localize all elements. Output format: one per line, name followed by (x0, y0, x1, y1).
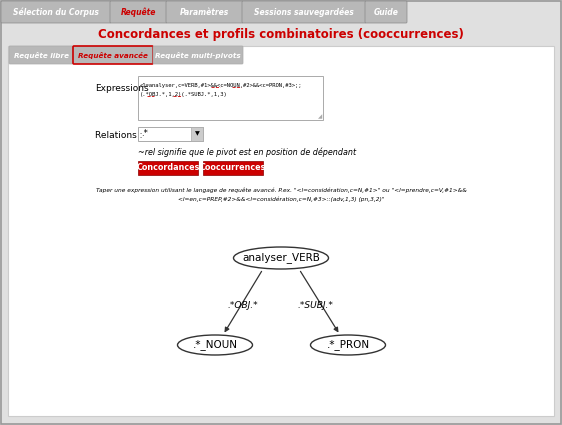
Text: .*: .* (141, 130, 148, 139)
Text: .*OBJ.*: .*OBJ.* (228, 300, 259, 309)
Text: <1=analyser,c=VERB,#1>&&<c=NOUN,#2>&&<c=PRON,#3>;;: <1=analyser,c=VERB,#1>&&<c=NOUN,#2>&&<c=… (140, 82, 302, 88)
FancyBboxPatch shape (8, 46, 554, 416)
Text: Expressions: Expressions (95, 83, 148, 93)
FancyBboxPatch shape (138, 76, 323, 120)
Text: Requête avancée: Requête avancée (78, 51, 148, 59)
Text: ▼: ▼ (194, 131, 200, 136)
Text: Requête: Requête (121, 7, 156, 17)
FancyBboxPatch shape (110, 1, 167, 23)
Text: analyser_VERB: analyser_VERB (242, 252, 320, 264)
Text: .*_NOUN: .*_NOUN (193, 340, 238, 351)
Ellipse shape (233, 247, 329, 269)
Text: ◢: ◢ (318, 114, 322, 119)
Text: Relations :: Relations : (95, 130, 143, 139)
FancyBboxPatch shape (73, 46, 153, 64)
FancyBboxPatch shape (203, 161, 263, 175)
FancyBboxPatch shape (138, 127, 203, 141)
FancyBboxPatch shape (153, 46, 243, 64)
Text: <l=en,c=PREP,#2>&&<l=considération,c=N,#3>::(adv,1,3) (pn,3,2)": <l=en,c=PREP,#2>&&<l=considération,c=N,#… (178, 196, 384, 202)
Text: Sessions sauvegardées: Sessions sauvegardées (254, 7, 354, 17)
FancyBboxPatch shape (138, 161, 198, 175)
FancyBboxPatch shape (242, 1, 366, 23)
Text: Guide: Guide (374, 8, 398, 17)
Text: Taper une expression utilisant le langage de requête avancé. P.ex. "<l=considéra: Taper une expression utilisant le langag… (96, 187, 466, 193)
Text: .*SUBJ.*: .*SUBJ.* (297, 300, 333, 309)
Text: Concordances et profils combinatoires (cooccurrences): Concordances et profils combinatoires (c… (98, 28, 464, 40)
Text: Concordances: Concordances (137, 164, 200, 173)
Text: Cooccurrences: Cooccurrences (200, 164, 266, 173)
Ellipse shape (310, 335, 386, 355)
Text: .*_PRON: .*_PRON (327, 340, 370, 351)
Text: Requête libre: Requête libre (13, 51, 69, 59)
Text: Paramètres: Paramètres (180, 8, 229, 17)
Text: Requête multi-pivots: Requête multi-pivots (155, 51, 241, 59)
FancyBboxPatch shape (166, 1, 243, 23)
FancyBboxPatch shape (365, 1, 407, 23)
Ellipse shape (178, 335, 252, 355)
FancyBboxPatch shape (1, 1, 111, 23)
FancyBboxPatch shape (9, 46, 73, 64)
Text: Sélection du Corpus: Sélection du Corpus (13, 7, 99, 17)
Text: (.*OBJ.*,1,2)(.*SUBJ.*,1,3): (.*OBJ.*,1,2)(.*SUBJ.*,1,3) (140, 91, 228, 96)
FancyBboxPatch shape (191, 127, 203, 141)
Text: ~rel signifie que le pivot est en position de dépendant: ~rel signifie que le pivot est en positi… (138, 147, 356, 157)
